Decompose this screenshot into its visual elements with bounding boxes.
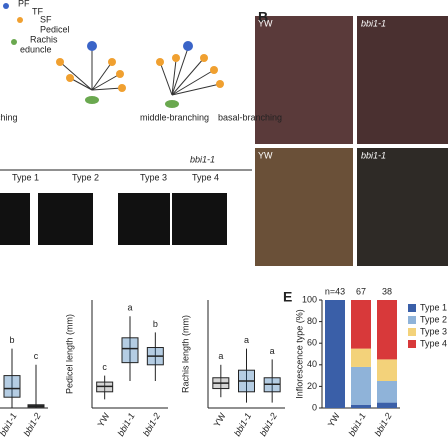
legend-label: Type 2: [420, 314, 447, 324]
bar-segment: [351, 404, 371, 408]
branch-label: basal-branching: [218, 112, 282, 122]
bar-segment: [325, 300, 345, 408]
photo-label: bbi1-1: [361, 150, 386, 160]
b-photos: [255, 16, 448, 266]
y-tick-label: 20: [307, 381, 317, 391]
legend-label: TF: [32, 6, 43, 16]
y-tick-label: 60: [307, 338, 317, 348]
legend-swatch: [408, 328, 416, 336]
x-tick-label: YW: [212, 411, 228, 429]
photo-label: bbi1-1: [361, 18, 386, 28]
legend-swatch: [408, 316, 416, 324]
x-tick-label: bbi1-2: [258, 411, 279, 438]
bar-segment: [351, 348, 371, 367]
x-tick-label: YW: [96, 411, 112, 429]
type-photos: [0, 193, 227, 245]
n-label: 67: [356, 286, 366, 296]
panel-label: E: [283, 289, 292, 305]
panel-label: B: [258, 9, 268, 25]
legend-label: Type 3: [420, 326, 447, 336]
diagram-graphics: [59, 47, 221, 96]
significance-letter: a: [244, 335, 249, 345]
bar-segment: [377, 402, 397, 408]
legend-label: eduncle: [20, 44, 52, 54]
significance-letter: a: [218, 351, 223, 361]
legend-label: Type 4: [420, 338, 447, 348]
y-tick-label: 80: [307, 316, 317, 326]
branch-label: middle-branching: [140, 112, 209, 122]
type-label: Type 3: [140, 172, 167, 182]
legend-label: PF: [18, 0, 30, 8]
legend-label: SF: [40, 14, 52, 24]
significance-letter: a: [127, 303, 132, 313]
box: [121, 337, 139, 364]
bar-segment: [377, 300, 397, 360]
bar-segment: [377, 381, 397, 403]
n-label: n=43: [325, 286, 345, 296]
x-tick-label: bbi1-1: [0, 411, 19, 438]
x-tick-label: bbi1-1: [116, 411, 137, 438]
type-label: Type 4: [192, 172, 219, 182]
diagram-nodes: [3, 3, 224, 108]
n-label: 38: [382, 286, 392, 296]
type-label: Type 2: [72, 172, 99, 182]
x-tick-label: YW: [326, 411, 342, 429]
genotype-header: bbi1-1: [190, 154, 215, 164]
bar-segment: [351, 366, 371, 405]
legend-swatch: [408, 304, 416, 312]
x-tick-label: bbi1-2: [373, 411, 394, 438]
significance-letter: b: [153, 319, 158, 329]
x-tick-label: bbi1-1: [347, 411, 368, 438]
significance-letter: c: [102, 362, 107, 372]
significance-letter: c: [34, 351, 39, 361]
bar-segment: [377, 359, 397, 381]
y-axis-label: Pedicel length (mm): [64, 314, 74, 394]
legend-label: Type 1: [420, 302, 447, 312]
type-label: Type 1: [12, 172, 39, 182]
y-tick-label: 100: [302, 294, 317, 304]
significance-letter: a: [270, 346, 275, 356]
y-tick-label: 40: [307, 359, 317, 369]
legend-swatch: [408, 340, 416, 348]
photo-label: YW: [258, 150, 273, 160]
y-tick-label: 0: [312, 402, 317, 412]
y-axis-label: Inflorescence type (%): [294, 309, 304, 399]
bar-segment: [351, 300, 371, 349]
x-tick-label: bbi1-1: [232, 411, 253, 438]
box: [3, 375, 21, 398]
x-tick-label: bbi1-2: [22, 411, 43, 438]
photo-label: YW: [258, 18, 273, 28]
x-tick-label: bbi1-2: [141, 411, 162, 438]
legend-label: Rachis: [30, 34, 58, 44]
y-axis-label: Rachis length (mm): [180, 315, 190, 393]
legend-label: Pedicel: [40, 24, 70, 34]
branch-label: ching: [0, 112, 18, 122]
significance-letter: b: [9, 335, 14, 345]
